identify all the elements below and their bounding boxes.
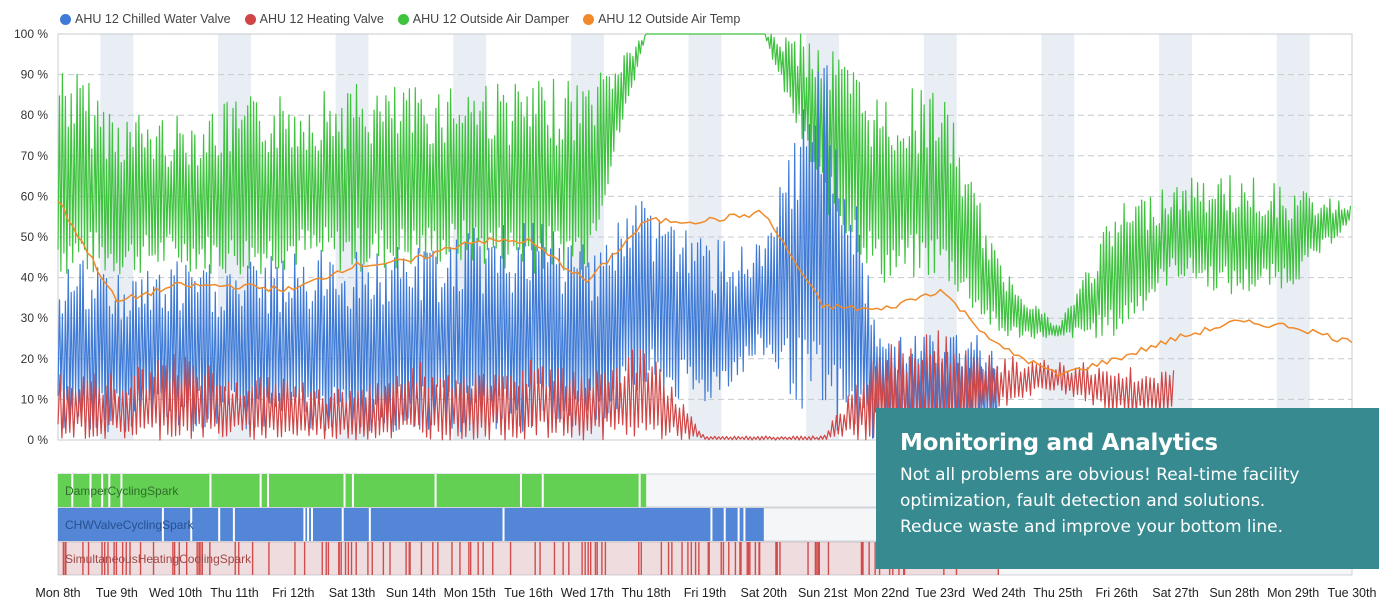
legend-item[interactable]: AHU 12 Outside Air Damper bbox=[397, 12, 570, 26]
x-tick-label: Mon 22nd bbox=[854, 586, 910, 600]
legend-label: AHU 12 Chilled Water Valve bbox=[75, 12, 231, 26]
x-tick-label: Sat 27th bbox=[1152, 586, 1199, 600]
x-tick-label: Wed 17th bbox=[561, 586, 614, 600]
x-tick-label: Tue 23rd bbox=[915, 586, 965, 600]
chart-series bbox=[57, 33, 1353, 441]
y-tick-label: 20 % bbox=[21, 352, 49, 366]
legend-label: AHU 12 Outside Air Temp bbox=[598, 12, 741, 26]
legend-item[interactable]: AHU 12 Chilled Water Valve bbox=[60, 12, 231, 26]
y-tick-label: 80 % bbox=[21, 108, 49, 122]
y-tick-label: 0 % bbox=[27, 433, 48, 447]
x-tick-label: Mon 29th bbox=[1267, 586, 1319, 600]
x-tick-label: Tue 30th bbox=[1328, 586, 1377, 600]
chart-legend: AHU 12 Chilled Water Valve AHU 12 Heating… bbox=[60, 9, 740, 29]
x-tick-label: Sun 21st bbox=[798, 586, 848, 600]
series-line-outside-air-temp bbox=[57, 201, 1353, 377]
y-tick-label: 30 % bbox=[21, 311, 49, 325]
promo-panel: Monitoring and Analytics Not all problem… bbox=[876, 408, 1379, 569]
x-tick-label: Fri 26th bbox=[1096, 586, 1138, 600]
legend-label: AHU 12 Outside Air Damper bbox=[412, 12, 570, 26]
x-tick-label: Thu 11th bbox=[210, 586, 258, 600]
legend-swatch bbox=[244, 13, 256, 25]
x-tick-label: Wed 10th bbox=[149, 586, 202, 600]
legend-label: AHU 12 Heating Valve bbox=[259, 12, 384, 26]
spark-row-fill bbox=[58, 542, 1000, 575]
spark-row-label: DamperCyclingSpark bbox=[65, 484, 179, 498]
promo-title: Monitoring and Analytics bbox=[900, 430, 1218, 456]
x-tick-label: Fri 19th bbox=[684, 586, 726, 600]
x-tick-label: Sun 14th bbox=[386, 586, 436, 600]
y-tick-label: 100 % bbox=[14, 27, 48, 41]
series-line-chilled-water-valve bbox=[57, 65, 999, 441]
x-tick-label: Tue 9th bbox=[96, 586, 138, 600]
y-tick-label: 10 % bbox=[21, 392, 49, 406]
series-line-heating-valve bbox=[57, 330, 1175, 441]
legend-swatch bbox=[60, 13, 71, 25]
y-tick-label: 60 % bbox=[21, 189, 49, 203]
x-tick-label: Mon 15th bbox=[444, 586, 496, 600]
legend-swatch bbox=[583, 13, 595, 25]
x-tick-label: Sat 13th bbox=[329, 586, 376, 600]
y-tick-label: 70 % bbox=[21, 149, 49, 163]
spark-row-label: SimultaneousHeatingCoolingSpark bbox=[65, 552, 252, 566]
series-line-outside-air-damper bbox=[57, 33, 1352, 339]
legend-swatch bbox=[397, 13, 409, 25]
promo-line: Not all problems are obvious! Real-time … bbox=[900, 465, 1300, 485]
x-tick-label: Thu 18th bbox=[622, 586, 671, 600]
x-tick-label: Tue 16th bbox=[504, 586, 553, 600]
y-tick-label: 40 % bbox=[21, 271, 49, 285]
y-tick-label: 90 % bbox=[21, 68, 49, 82]
promo-line: Reduce waste and improve your bottom lin… bbox=[900, 517, 1283, 537]
promo-line: optimization, fault detection and soluti… bbox=[900, 491, 1266, 511]
spark-row-fill bbox=[58, 508, 764, 541]
x-axis: Mon 8th Tue 9th Wed 10th Thu 11th Fri 12th Sa… bbox=[35, 586, 1376, 600]
y-axis: 0 % 10 % 20 % 30 % 40 % 50 % 60 % 70 % 80 % 90 % 1… bbox=[14, 27, 48, 447]
legend-item[interactable]: AHU 12 Heating Valve bbox=[244, 12, 384, 26]
x-tick-label: Wed 24th bbox=[972, 586, 1025, 600]
x-tick-label: Sun 28th bbox=[1209, 586, 1259, 600]
y-tick-label: 50 % bbox=[21, 230, 49, 244]
x-tick-label: Mon 8th bbox=[35, 586, 80, 600]
x-tick-label: Sat 20th bbox=[741, 586, 788, 600]
legend-item[interactable]: AHU 12 Outside Air Temp bbox=[583, 12, 740, 26]
x-tick-label: Thu 25th bbox=[1033, 586, 1082, 600]
spark-row-label: CHWValveCyclingSpark bbox=[65, 518, 194, 532]
x-tick-label: Fri 12th bbox=[272, 586, 314, 600]
